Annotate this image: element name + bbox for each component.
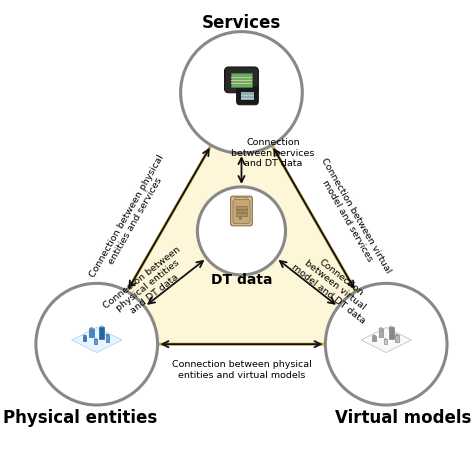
Bar (237, 207, 246, 209)
Bar (231, 77, 252, 78)
Bar (83, 336, 86, 341)
Polygon shape (389, 326, 394, 327)
Bar (237, 210, 246, 212)
Text: Connection
between virtual
model and DT data: Connection between virtual model and DT … (290, 246, 380, 325)
Text: Virtual models: Virtual models (335, 409, 471, 426)
Polygon shape (106, 334, 109, 335)
Circle shape (239, 218, 241, 219)
Polygon shape (361, 327, 411, 352)
Polygon shape (83, 335, 86, 336)
Circle shape (36, 283, 157, 405)
Polygon shape (72, 327, 122, 352)
Text: Connection between physical
entities and services: Connection between physical entities and… (88, 153, 174, 284)
Polygon shape (89, 327, 94, 329)
Bar (89, 329, 94, 337)
Circle shape (197, 187, 285, 275)
Bar (240, 89, 243, 90)
Bar (231, 73, 252, 87)
Bar (373, 336, 376, 341)
Bar (395, 335, 399, 342)
Circle shape (181, 32, 302, 153)
FancyBboxPatch shape (237, 87, 258, 105)
Circle shape (325, 283, 447, 405)
Polygon shape (395, 334, 399, 335)
Bar (94, 339, 97, 344)
FancyBboxPatch shape (225, 67, 258, 93)
Polygon shape (97, 92, 386, 344)
Bar (241, 98, 254, 99)
Bar (231, 80, 252, 81)
Text: Physical entities: Physical entities (3, 409, 157, 426)
Bar (241, 95, 254, 96)
Bar (383, 339, 387, 344)
Bar (389, 327, 394, 339)
Polygon shape (99, 326, 104, 327)
Polygon shape (379, 327, 383, 329)
Bar (231, 84, 252, 85)
Bar (237, 213, 246, 216)
Bar (379, 329, 383, 337)
Text: DT data: DT data (211, 273, 272, 287)
Bar (241, 91, 254, 100)
Polygon shape (373, 335, 376, 336)
FancyBboxPatch shape (233, 200, 250, 223)
Text: Connection
between services
and DT data: Connection between services and DT data (231, 138, 315, 168)
Bar (106, 335, 109, 342)
Bar (99, 327, 104, 339)
Text: Services: Services (202, 14, 281, 32)
Bar (237, 90, 246, 91)
FancyBboxPatch shape (231, 196, 252, 226)
Text: Connecton between
physical entities
and DT data: Connecton between physical entities and … (101, 244, 195, 326)
Text: Connection between virtual
model and services: Connection between virtual model and ser… (310, 157, 393, 280)
Text: Connection between physical
entities and virtual models: Connection between physical entities and… (172, 361, 311, 380)
